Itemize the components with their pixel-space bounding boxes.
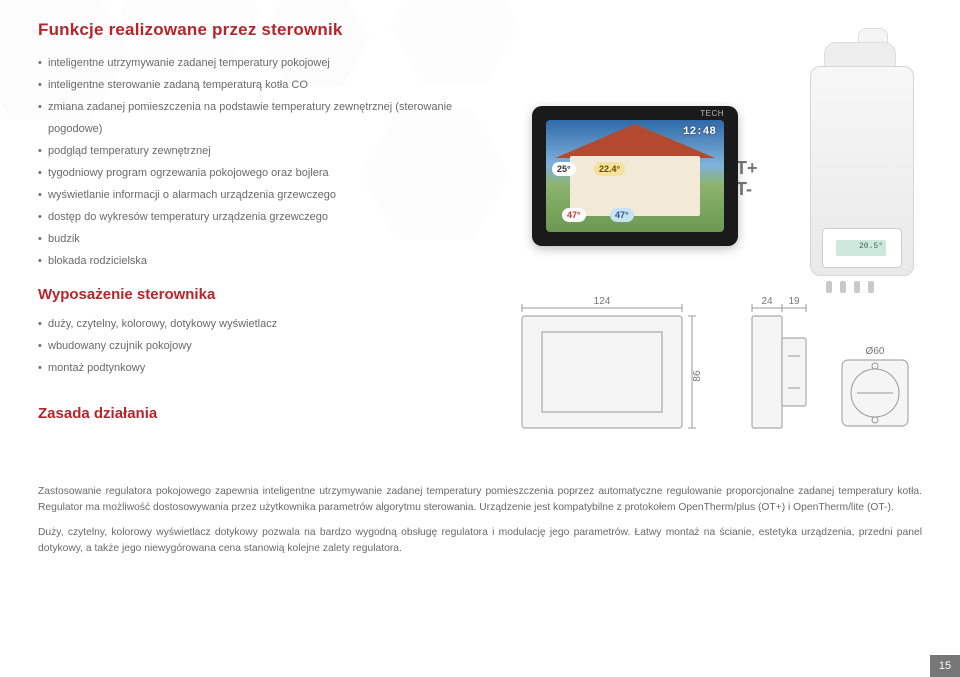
dim-86: 86: [692, 370, 703, 382]
list-item: montaż podtynkowy: [38, 357, 498, 379]
list-item: inteligentne utrzymywanie zadanej temper…: [38, 52, 498, 74]
boiler-illustration: 20.5°: [802, 32, 922, 292]
screen-clock: 12:48: [683, 126, 716, 138]
list-item: budzik: [38, 228, 498, 250]
dim-124: 124: [594, 296, 611, 307]
screen-temp: 47°: [562, 208, 586, 222]
wypos-heading: Wyposażenie sterownika: [38, 286, 498, 303]
list-item: tygodniowy program ogrzewania pokojowego…: [38, 162, 498, 184]
page-number: 15: [930, 655, 960, 677]
dim-19: 19: [788, 296, 800, 307]
zasada-heading: Zasada działania: [38, 405, 498, 422]
list-item: podgląd temperatury zewnętrznej: [38, 140, 498, 162]
list-item: dostęp do wykresów temperatury urządzeni…: [38, 206, 498, 228]
dim-60: Ø60: [866, 346, 885, 357]
wypos-list: duży, czytelny, kolorowy, dotykowy wyświ…: [38, 313, 498, 379]
list-item: inteligentne sterowanie zadaną temperatu…: [38, 74, 498, 96]
screen-temp: 22.4°: [594, 162, 625, 176]
screen-temp: 47°: [610, 208, 634, 222]
dim-24: 24: [761, 296, 773, 307]
boiler-lcd: 20.5°: [836, 240, 886, 256]
body-text: Zastosowanie regulatora pokojowego zapew…: [38, 484, 922, 566]
list-item: zmiana zadanej pomieszczenia na podstawi…: [38, 96, 498, 140]
dimension-drawings: 124 86 24: [502, 300, 922, 460]
list-item: wbudowany czujnik pokojowy: [38, 335, 498, 357]
list-item: duży, czytelny, kolorowy, dotykowy wyświ…: [38, 313, 498, 335]
screen-temp: 25°: [552, 162, 576, 176]
list-item: blokada rodzicielska: [38, 250, 498, 272]
paragraph: Zastosowanie regulatora pokojowego zapew…: [38, 484, 922, 516]
brand-label: TECH: [700, 109, 724, 118]
funkcje-list: inteligentne utrzymywanie zadanej temper…: [38, 52, 498, 272]
thermostat-device: TECH 12:48 25° 22.4° 47° 47°: [532, 106, 738, 246]
list-item: wyświetlanie informacji o alarmach urząd…: [38, 184, 498, 206]
funkcje-heading: Funkcje realizowane przez sterownik: [38, 20, 498, 40]
paragraph: Duży, czytelny, kolorowy wyświetlacz dot…: [38, 525, 922, 557]
figure-area: 20.5° OT+ OT- TECH 12:48 25° 22.4° 47° 4…: [502, 22, 922, 462]
